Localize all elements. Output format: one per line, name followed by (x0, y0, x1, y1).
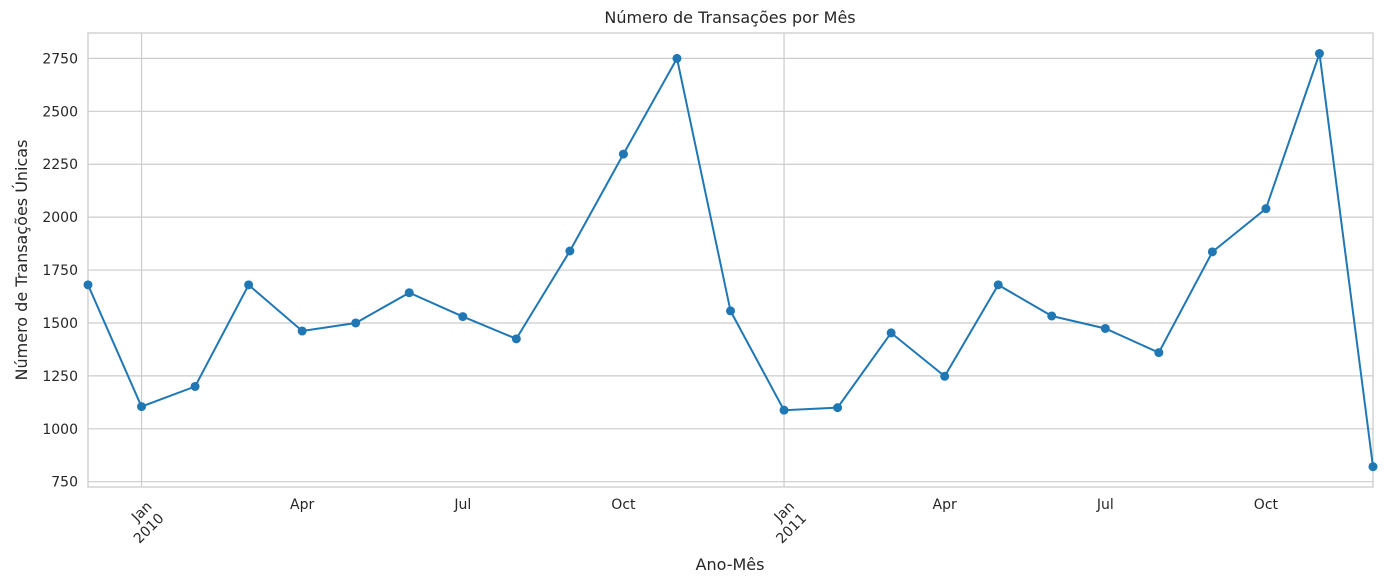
x-tick-label: Oct (611, 497, 636, 513)
x-tick-label: Oct (1254, 497, 1279, 513)
data-point (1100, 323, 1110, 333)
data-point (511, 334, 521, 344)
data-point (83, 280, 93, 290)
data-point (404, 288, 414, 298)
x-tick-label: Jul (1096, 497, 1114, 513)
x-tick-label: Apr (290, 497, 314, 513)
x-tick-label: Jul (453, 497, 471, 513)
data-point (672, 53, 682, 63)
data-point (1207, 247, 1217, 257)
data-point (1261, 204, 1271, 214)
y-axis-title: Número de Transações Únicas (12, 140, 31, 381)
y-tick-label: 2000 (42, 210, 78, 226)
data-point (1154, 348, 1164, 358)
data-point (726, 306, 735, 316)
data-point (297, 326, 307, 336)
data-point (886, 328, 896, 338)
y-tick-label: 2500 (42, 104, 78, 120)
plot-frame (87, 32, 1374, 488)
chart-title: Número de Transações por Mês (604, 8, 855, 27)
data-point (565, 246, 575, 256)
data-point (779, 405, 789, 415)
x-axis-title: Ano-Mês (696, 555, 765, 574)
series-line (87, 53, 1374, 467)
y-tick-label: 1500 (42, 316, 78, 332)
y-tick-label: 1000 (42, 422, 78, 438)
data-point (1047, 311, 1057, 321)
y-tick-labels: 750 1000 1250 1500 1750 2000 2250 2500 2750 (42, 51, 78, 490)
x-tick-label: Apr (933, 497, 957, 513)
data-point (618, 149, 628, 159)
data-point (1368, 462, 1378, 472)
y-tick-label: 1250 (42, 369, 78, 385)
y-tick-label: 2750 (42, 51, 78, 67)
data-point (244, 280, 254, 290)
data-point (993, 280, 1003, 290)
data-point (190, 381, 200, 391)
grid-layer (88, 33, 1373, 487)
data-points (83, 49, 1378, 472)
y-tick-label: 1750 (42, 263, 78, 279)
y-tick-label: 2250 (42, 157, 78, 173)
data-point (351, 318, 361, 328)
data-point (1314, 49, 1324, 59)
data-point (833, 403, 843, 413)
y-tick-label: 750 (51, 475, 78, 491)
data-point (458, 312, 468, 322)
data-point (137, 402, 147, 412)
data-point (940, 371, 950, 381)
